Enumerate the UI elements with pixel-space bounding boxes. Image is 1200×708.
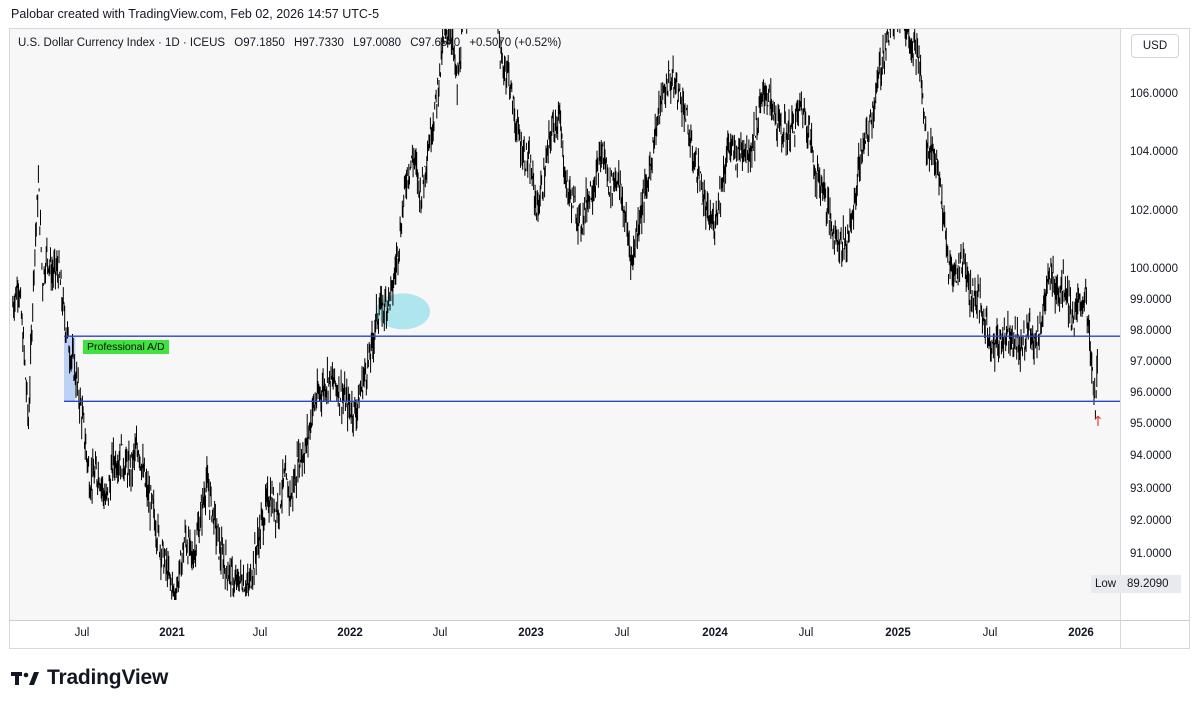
price-tick-label: 93.0000 xyxy=(1130,483,1172,495)
price-axis[interactable]: USD 106.0000 104.0000 102.0000 100.0000 99.0… xyxy=(1120,28,1190,621)
time-axis[interactable]: Jul 2021 Jul 2022 Jul 2023 Jul 2024 Jul 2025 Jul 20… xyxy=(9,620,1121,649)
price-tick-label: 96.0000 xyxy=(1130,387,1172,399)
professional-ad-label[interactable]: Professional A/D xyxy=(83,340,169,354)
low-label: Low xyxy=(1091,575,1121,593)
price-tick-label: 100.0000 xyxy=(1130,263,1178,275)
price-chart-svg: ↑ xyxy=(12,29,1121,600)
time-tick-label: 2021 xyxy=(159,627,185,639)
low-marker: Low 89.2090 xyxy=(0,575,1200,593)
time-tick-label: 2026 xyxy=(1068,627,1094,639)
ohlc-close: C97.6540 xyxy=(410,37,461,49)
ohlc-open: O97.1850 xyxy=(234,37,285,49)
time-tick-label: Jul xyxy=(74,627,90,639)
chart-area[interactable]: ↑ U.S. Dollar Currency Index · 1D · ICEU… xyxy=(9,28,1190,621)
time-tick-label: Jul xyxy=(798,627,814,639)
time-tick-label: Jul xyxy=(614,627,630,639)
price-tick-label: 106.0000 xyxy=(1130,88,1178,100)
price-tick-label: 104.0000 xyxy=(1130,146,1178,158)
price-tick-label: 99.0000 xyxy=(1130,294,1172,306)
price-tick-label: 97.0000 xyxy=(1130,356,1172,368)
price-bars xyxy=(12,29,1098,600)
breakout-highlight-ellipse[interactable] xyxy=(376,293,430,330)
currency-button[interactable]: USD xyxy=(1131,34,1179,58)
price-tick-label: 91.0000 xyxy=(1130,548,1172,560)
time-tick-label: Jul xyxy=(982,627,998,639)
symbol-name[interactable]: U.S. Dollar Currency Index · 1D · ICEUS xyxy=(18,37,226,49)
price-series xyxy=(12,29,1098,600)
price-tick-label: 98.0000 xyxy=(1130,325,1172,337)
tradingview-logo[interactable]: TradingView xyxy=(11,666,168,690)
brand-name: TradingView xyxy=(47,666,169,689)
low-value: 89.2090 xyxy=(1120,575,1181,593)
ohlc-high: H97.7330 xyxy=(293,37,344,49)
price-tick-label: 92.0000 xyxy=(1130,515,1172,527)
symbol-legend: U.S. Dollar Currency Index · 1D · ICEUS … xyxy=(18,37,561,49)
time-tick-label: 2023 xyxy=(518,627,544,639)
price-tick-label: 95.0000 xyxy=(1130,418,1172,430)
price-tick-label: 94.0000 xyxy=(1130,450,1172,462)
low-arrow-annotation[interactable]: ↑ xyxy=(1092,414,1104,430)
price-tick-label: 102.0000 xyxy=(1130,205,1178,217)
tradingview-logo-icon xyxy=(11,672,39,685)
axis-corner xyxy=(1120,620,1190,649)
time-tick-label: 2022 xyxy=(337,627,363,639)
time-tick-label: 2024 xyxy=(702,627,728,639)
ohlc-low: L97.0080 xyxy=(353,37,402,49)
chart-header: Palobar created with TradingView.com, Fe… xyxy=(11,7,380,21)
plot-area[interactable]: ↑ U.S. Dollar Currency Index · 1D · ICEU… xyxy=(9,28,1121,621)
time-tick-label: Jul xyxy=(432,627,448,639)
price-change: +0.5070 (+0.52%) xyxy=(469,37,562,49)
time-tick-label: 2025 xyxy=(885,627,911,639)
time-tick-label: Jul xyxy=(252,627,268,639)
